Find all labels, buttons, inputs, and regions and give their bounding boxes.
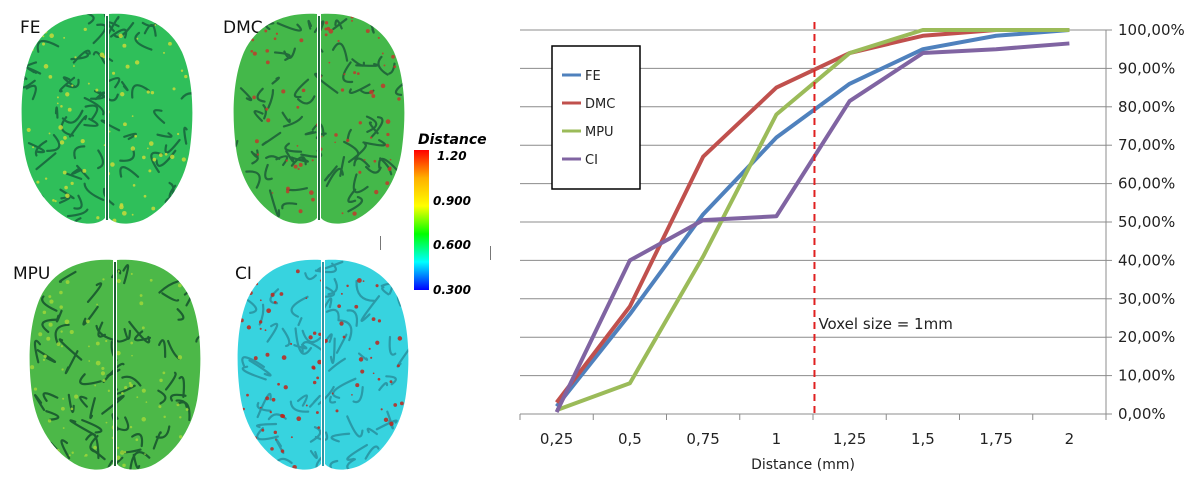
- y-tick-label: 10,00%: [1118, 367, 1175, 385]
- y-tick-label: 60,00%: [1118, 175, 1175, 193]
- colorbar-tick-3: 0.600: [433, 238, 471, 252]
- colorbar-tick-1: 1.20: [437, 149, 467, 163]
- brain-hemisphere-left: [233, 13, 317, 224]
- legend-label-ci: CI: [585, 153, 598, 168]
- brain-gyri: [21, 13, 193, 224]
- x-tick-label: 0,25: [540, 430, 573, 448]
- brain-render-dmc: [233, 13, 405, 224]
- brain-hemisphere-right: [321, 13, 405, 224]
- line-chart: 0,00% 10,00% 20,00% 30,00% 40,00% 50,00% 60,00…: [519, 21, 1185, 473]
- colorbar-title: Distance: [418, 132, 487, 148]
- y-tick-label: 0,00%: [1118, 405, 1166, 423]
- brain-hemisphere-right: [325, 259, 409, 470]
- y-tick-label: 30,00%: [1118, 290, 1175, 308]
- x-tick-label: 1,75: [979, 430, 1012, 448]
- legend-label-fe: FE: [585, 69, 601, 84]
- legend: FE DMC MPU CI: [551, 45, 641, 190]
- colorbar-gradient: [414, 150, 429, 290]
- colorbar-tick-4: 0.300: [433, 283, 471, 297]
- y-tick-label: 70,00%: [1118, 136, 1175, 154]
- x-axis-title: Distance (mm): [751, 457, 855, 473]
- y-tick-label: 20,00%: [1118, 328, 1175, 346]
- series-line-fe: [555, 28, 1070, 408]
- stray-mark: [380, 236, 381, 250]
- x-tick-label: 1,5: [911, 430, 935, 448]
- panel-label-fe: FE: [20, 18, 41, 38]
- y-tick-label: 80,00%: [1118, 98, 1175, 116]
- y-tick-label: 90,00%: [1118, 59, 1175, 77]
- series-line-ci: [554, 41, 1070, 413]
- x-tick-label: 1: [772, 430, 782, 448]
- y-tick-label: 100,00%: [1118, 21, 1185, 39]
- y-tick-label: 50,00%: [1118, 213, 1175, 231]
- x-tick-label: 2: [1065, 430, 1075, 448]
- brain-render-fe: [21, 13, 193, 224]
- legend-box: [551, 45, 641, 190]
- panel-label-ci: CI: [235, 264, 252, 284]
- brain-hemisphere-left: [237, 259, 321, 470]
- colorbar-tick-2: 0.900: [433, 194, 471, 208]
- legend-label-mpu: MPU: [585, 125, 614, 140]
- brain-hemisphere-right: [109, 13, 193, 224]
- x-tick-label: 0,5: [618, 430, 642, 448]
- panel-label-dmc: DMC: [223, 18, 263, 38]
- legend-label-dmc: DMC: [585, 97, 615, 112]
- colorbar: [414, 150, 429, 290]
- panel-label-mpu: MPU: [13, 264, 51, 284]
- x-tick-label: 1,25: [833, 430, 866, 448]
- y-tick-label: 40,00%: [1118, 251, 1175, 269]
- stray-mark: [490, 246, 491, 260]
- series-line-mpu: [555, 28, 1070, 413]
- brain-render-ci: [237, 259, 409, 470]
- x-tick-label: 0,75: [686, 430, 719, 448]
- voxel-size-label: Voxel size = 1mm: [818, 315, 952, 333]
- brain-render-mpu: [29, 259, 201, 470]
